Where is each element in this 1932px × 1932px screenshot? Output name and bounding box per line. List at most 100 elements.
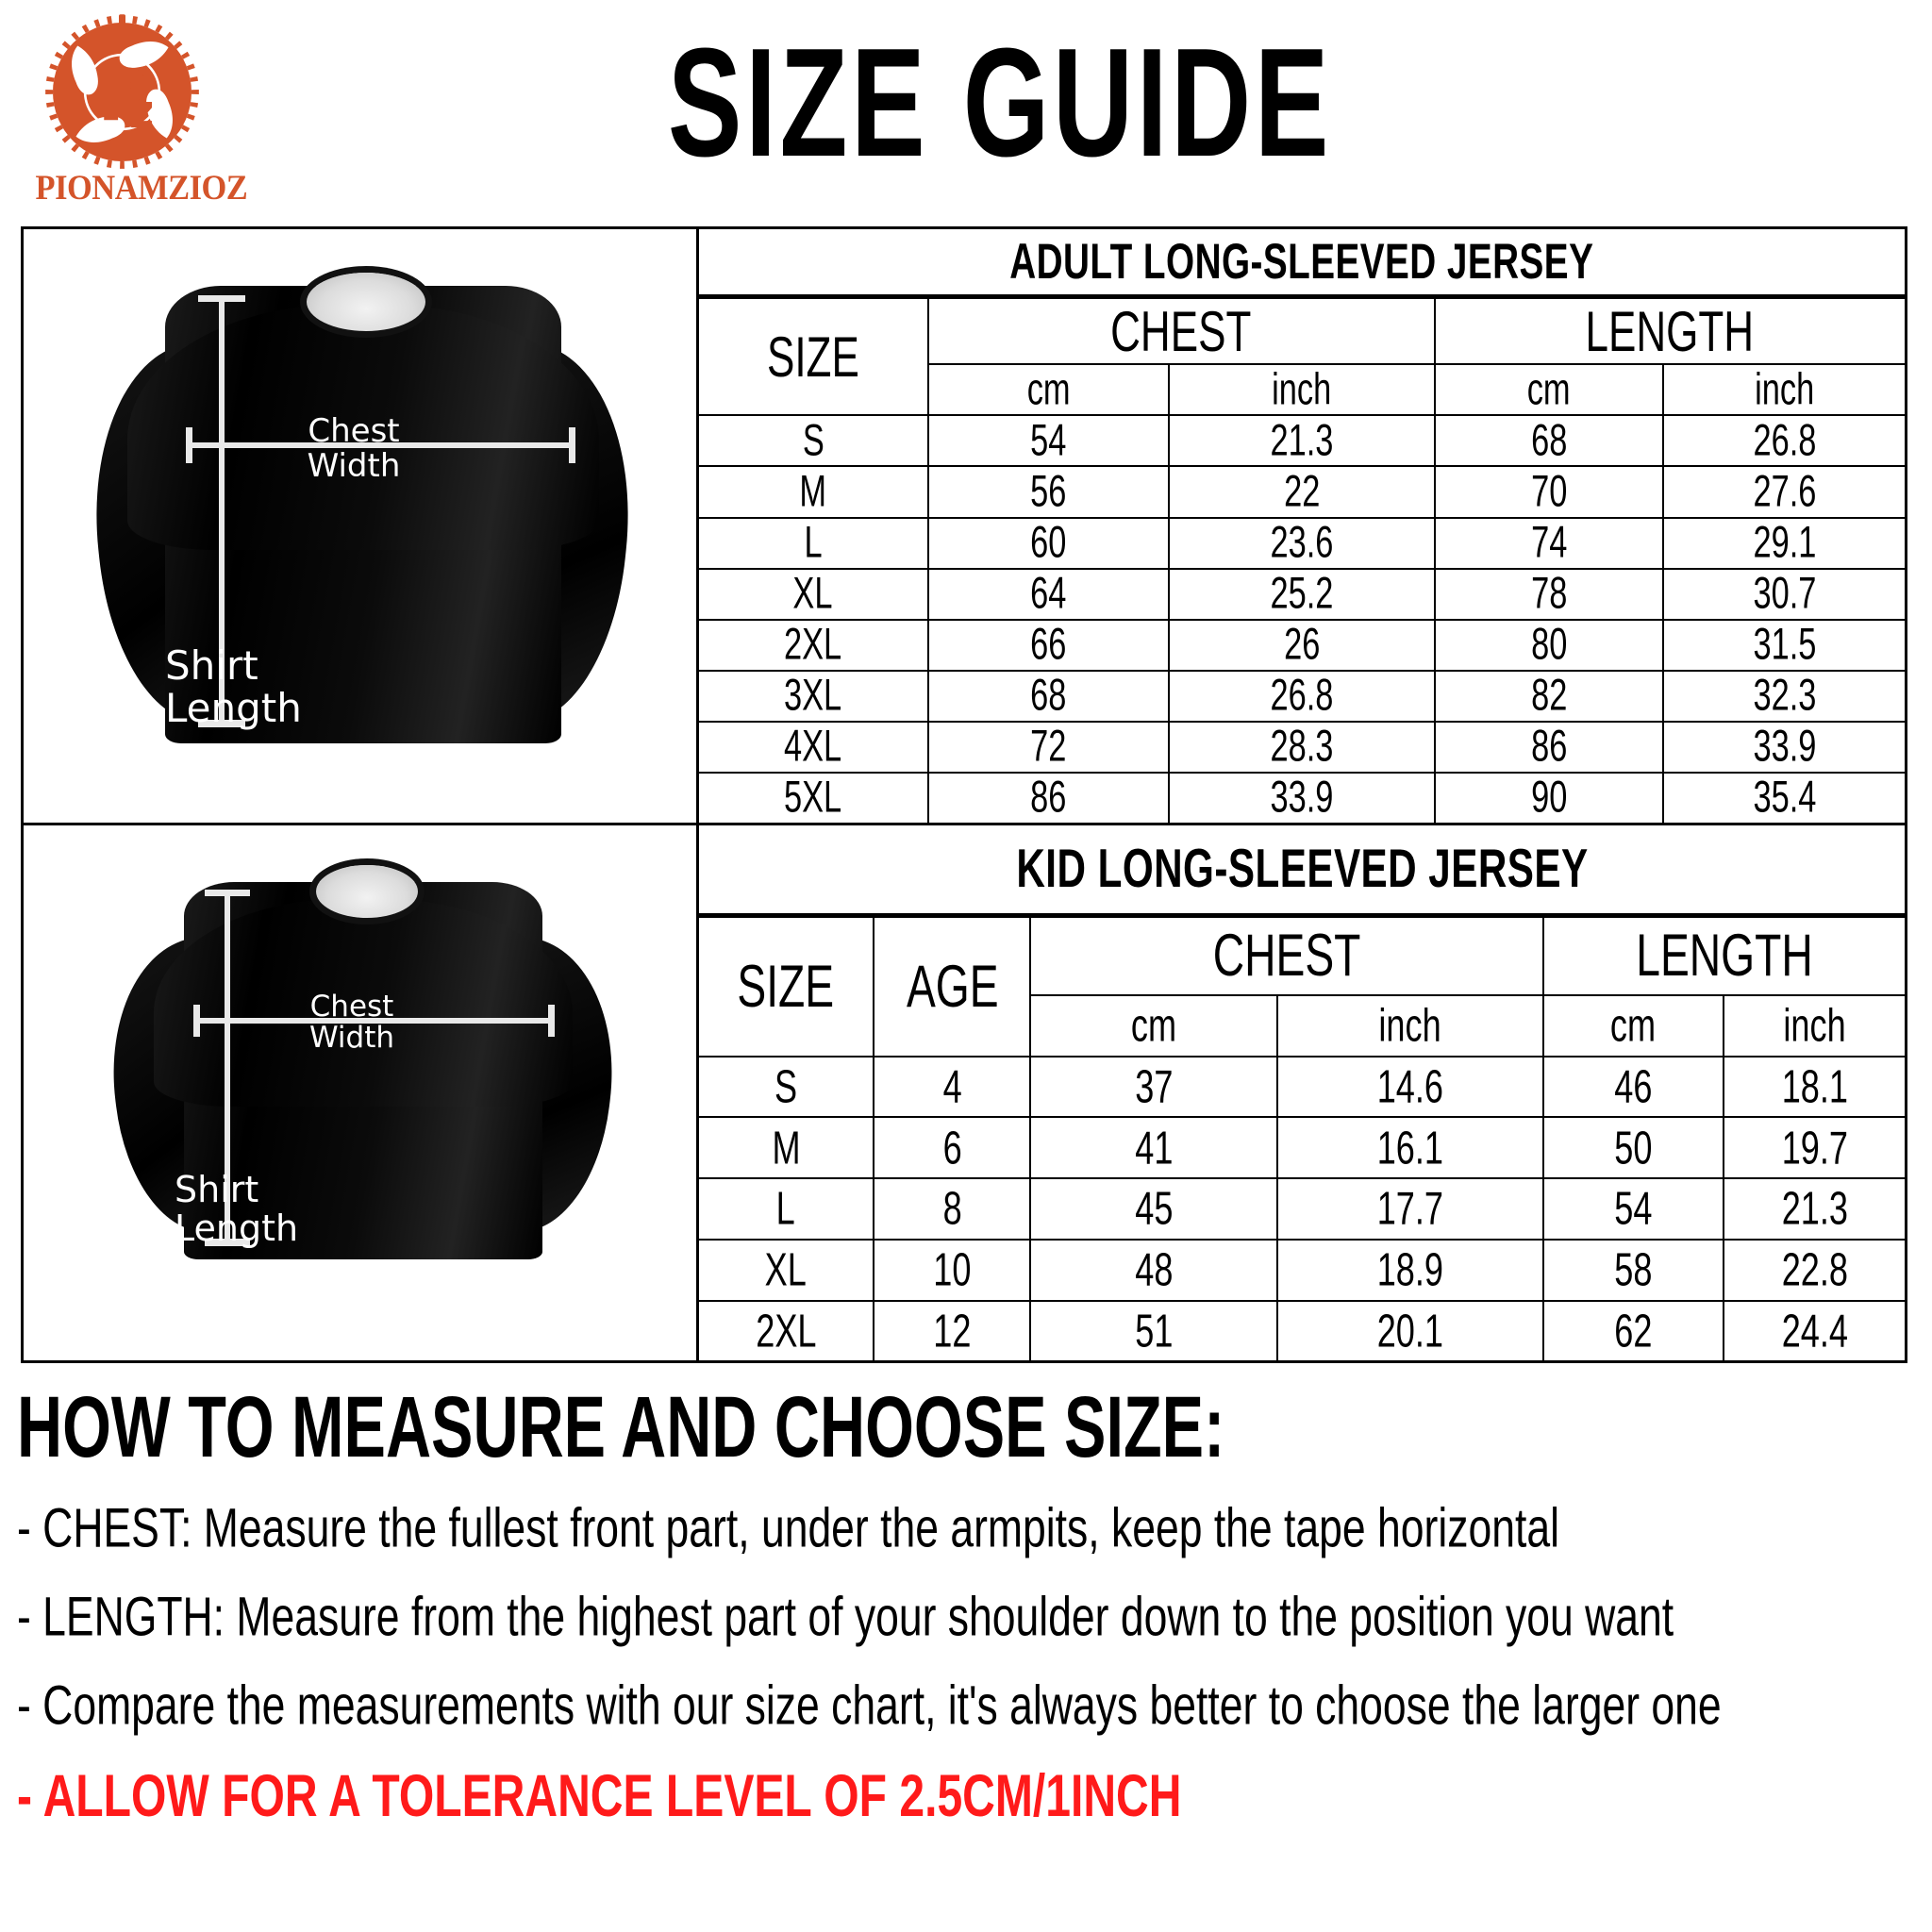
cell-length-cm: 50 — [1541, 1116, 1725, 1180]
how-to-measure-title: HOW TO MEASURE AND CHOOSE SIZE: — [17, 1378, 1913, 1475]
adult-unit-chest-inch: inch — [1168, 363, 1436, 417]
cell-length-cm: 78 — [1433, 567, 1665, 621]
cell-size: 5XL — [699, 771, 929, 823]
cell-chest-cm: 68 — [926, 669, 1171, 723]
cell-chest-inch: 26.8 — [1168, 669, 1436, 723]
cell-chest-inch: 16.1 — [1276, 1116, 1544, 1180]
cell-size: 2XL — [699, 618, 929, 672]
kid-shirt-length-label: Shirt Length — [175, 1169, 299, 1250]
cell-length-inch: 18.1 — [1723, 1055, 1905, 1119]
cell-chest-inch: 26 — [1168, 618, 1436, 672]
cell-length-cm: 90 — [1433, 771, 1665, 823]
how-to-measure-section: HOW TO MEASURE AND CHOOSE SIZE: - CHEST:… — [17, 1378, 1913, 1829]
cell-size: L — [699, 516, 929, 570]
adult-length-ruler — [219, 297, 225, 726]
cell-chest-inch: 23.6 — [1168, 516, 1436, 570]
cell-size: S — [699, 1055, 875, 1119]
table-row: S 54 21.3 68 26.8 — [699, 414, 1905, 468]
cell-size: M — [699, 465, 929, 519]
cell-chest-cm: 45 — [1029, 1177, 1279, 1241]
kid-chest-width-label: Chest Width — [308, 990, 395, 1056]
table-row: XL 64 25.2 78 30.7 — [699, 567, 1905, 621]
cell-size: 4XL — [699, 720, 929, 774]
adult-shirt-length-label: Shirt Length — [165, 642, 302, 732]
table-header-row-units: cm inch cm inch — [699, 993, 1905, 1058]
kid-length-cap-top — [205, 890, 250, 896]
cell-chest-cm: 60 — [926, 516, 1171, 570]
cell-length-cm: 62 — [1541, 1299, 1725, 1360]
cell-size: 2XL — [699, 1299, 875, 1360]
cell-chest-cm: 86 — [926, 771, 1171, 823]
cell-length-inch: 35.4 — [1662, 771, 1905, 823]
kid-unit-length-inch: inch — [1723, 993, 1905, 1058]
cell-size: XL — [699, 1238, 875, 1302]
cell-age: 10 — [873, 1238, 1032, 1302]
table-header-row-group: SIZE AGE CHEST LENGTH — [699, 916, 1905, 1058]
adult-col-chest: CHEST — [926, 296, 1436, 366]
kid-col-chest: CHEST — [1029, 916, 1544, 996]
kid-col-size: SIZE — [699, 916, 875, 1058]
table-row: L 60 23.6 74 29.1 — [699, 516, 1905, 570]
instruction-line-length: - LENGTH: Measure from the highest part … — [17, 1587, 1913, 1648]
kid-size-table: SIZE AGE CHEST LENGTH cm inch cm inch — [699, 916, 1905, 1360]
cell-size: S — [699, 414, 929, 468]
cell-length-cm: 86 — [1433, 720, 1665, 774]
kid-shoulders — [154, 899, 573, 1107]
adult-unit-length-cm: cm — [1433, 363, 1665, 417]
table-row: 2XL 12 51 20.1 62 24.4 — [699, 1299, 1905, 1360]
cell-chest-inch: 21.3 — [1168, 414, 1436, 468]
cell-length-inch: 21.3 — [1723, 1177, 1905, 1241]
cell-length-inch: 31.5 — [1662, 618, 1905, 672]
tolerance-notice-text: - ALLOW FOR A TOLERANCE LEVEL OF 2.5CM/1… — [17, 1763, 1182, 1829]
adult-unit-chest-cm: cm — [926, 363, 1171, 417]
cell-length-cm: 80 — [1433, 618, 1665, 672]
tables-column: ADULT LONG-SLEEVED JERSEY SIZE CHEST LEN… — [699, 229, 1905, 1360]
cell-length-cm: 46 — [1541, 1055, 1725, 1119]
kid-unit-chest-cm: cm — [1029, 993, 1279, 1058]
cell-length-cm: 54 — [1541, 1177, 1725, 1241]
table-header-row-group: SIZE CHEST LENGTH — [699, 296, 1905, 417]
cell-size: 3XL — [699, 669, 929, 723]
cell-length-cm: 74 — [1433, 516, 1665, 570]
cell-length-cm: 68 — [1433, 414, 1665, 468]
table-row: 4XL 72 28.3 86 33.9 — [699, 720, 1905, 774]
cell-chest-cm: 56 — [926, 465, 1171, 519]
table-row: 5XL 86 33.9 90 35.4 — [699, 771, 1905, 823]
adult-chest-cap-left — [186, 427, 192, 463]
kid-shirt-diagram: Chest Width Shirt Length — [24, 825, 696, 1360]
cell-length-inch: 30.7 — [1662, 567, 1905, 621]
cell-chest-inch: 25.2 — [1168, 567, 1436, 621]
cell-chest-cm: 41 — [1029, 1116, 1279, 1180]
cell-chest-cm: 66 — [926, 618, 1171, 672]
instruction-chest-text: - CHEST: Measure the fullest front part,… — [17, 1497, 1559, 1559]
cell-length-cm: 58 — [1541, 1238, 1725, 1302]
kid-col-length: LENGTH — [1541, 916, 1905, 996]
adult-unit-length-inch: inch — [1662, 363, 1905, 417]
cell-chest-inch: 28.3 — [1168, 720, 1436, 774]
table-row: M 56 22 70 27.6 — [699, 465, 1905, 519]
cell-chest-inch: 18.9 — [1276, 1238, 1544, 1302]
kid-col-age: AGE — [873, 916, 1032, 1058]
adult-table-title: ADULT LONG-SLEEVED JERSEY — [699, 229, 1905, 297]
adult-size-table: SIZE CHEST LENGTH cm inch cm inch S — [699, 296, 1905, 823]
kid-chest-cap-left — [193, 1005, 200, 1037]
brand-logo: PIONAMZIOZ — [21, 9, 248, 212]
table-row: XL 10 48 18.9 58 22.8 — [699, 1238, 1905, 1302]
cell-size: M — [699, 1116, 875, 1180]
kid-unit-chest-inch: inch — [1276, 993, 1544, 1058]
cell-chest-inch: 20.1 — [1276, 1299, 1544, 1360]
tolerance-notice: - ALLOW FOR A TOLERANCE LEVEL OF 2.5CM/1… — [17, 1763, 1913, 1829]
page-title: SIZE GUIDE — [667, 16, 1333, 190]
table-row: S 4 37 14.6 46 18.1 — [699, 1055, 1905, 1119]
kid-length-ruler — [225, 891, 230, 1245]
cell-age: 8 — [873, 1177, 1032, 1241]
page-header: PIONAMZIOZ SIZE GUIDE — [0, 0, 1932, 215]
adult-length-cap-bottom — [198, 720, 245, 727]
cell-size: XL — [699, 567, 929, 621]
how-to-measure-title-text: HOW TO MEASURE AND CHOOSE SIZE: — [17, 1378, 1225, 1475]
cell-length-inch: 32.3 — [1662, 669, 1905, 723]
instruction-line-compare: - Compare the measurements with our size… — [17, 1675, 1913, 1737]
sprocket-logo-icon — [45, 14, 199, 169]
cell-chest-inch: 22 — [1168, 465, 1436, 519]
